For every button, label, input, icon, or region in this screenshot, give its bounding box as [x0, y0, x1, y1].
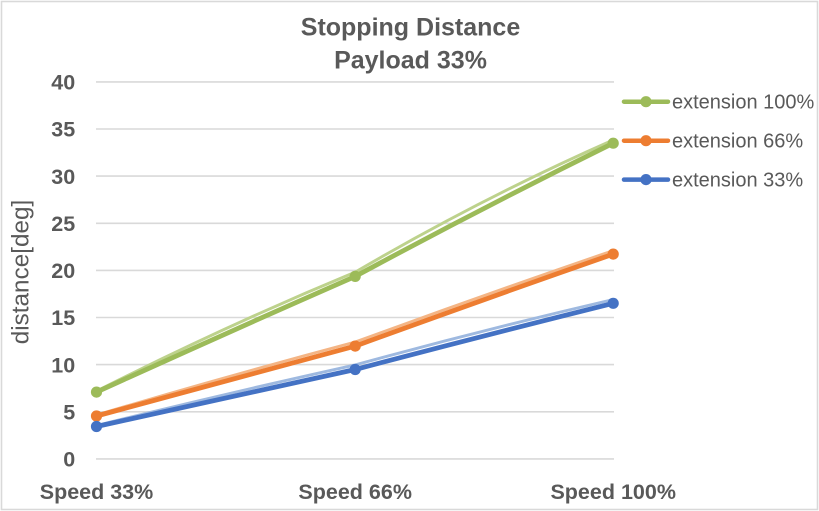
svg-text:15: 15: [51, 306, 75, 330]
svg-text:25: 25: [51, 212, 75, 236]
svg-text:distance[deg]: distance[deg]: [8, 200, 35, 345]
svg-text:Speed 100%: Speed 100%: [550, 480, 675, 504]
svg-text:Stopping Distance: Stopping Distance: [301, 14, 521, 42]
svg-text:extension 100%: extension 100%: [672, 92, 815, 114]
svg-text:Speed 33%: Speed 33%: [40, 480, 154, 504]
svg-text:40: 40: [51, 71, 75, 95]
svg-text:20: 20: [51, 259, 75, 283]
svg-text:Payload 33%: Payload 33%: [334, 47, 487, 75]
svg-text:extension 66%: extension 66%: [672, 131, 803, 153]
svg-text:extension 33%: extension 33%: [672, 170, 803, 192]
svg-text:10: 10: [51, 353, 75, 377]
svg-text:0: 0: [63, 448, 75, 472]
svg-text:35: 35: [51, 118, 75, 142]
svg-text:5: 5: [63, 401, 75, 425]
svg-text:Speed 66%: Speed 66%: [298, 480, 412, 504]
svg-text:30: 30: [51, 165, 75, 189]
